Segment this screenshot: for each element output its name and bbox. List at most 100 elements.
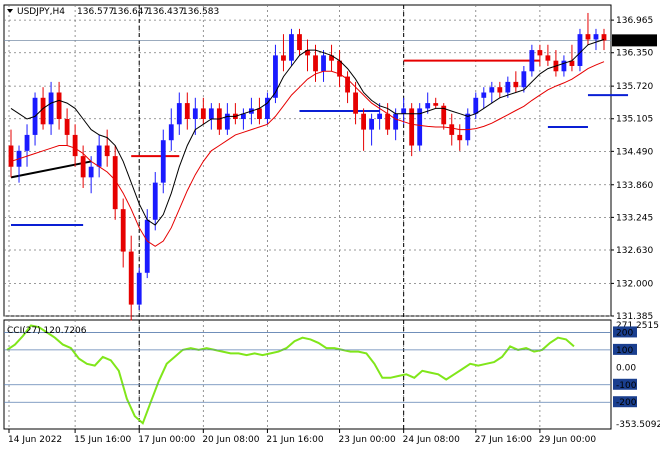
- cci-tick-label: 0.00: [616, 363, 636, 373]
- time-tick-label: 29 Jun 00:00: [539, 435, 596, 445]
- moving-averages: [10, 39, 605, 247]
- cci-line: [6, 324, 575, 425]
- candle-body: [40, 97, 46, 125]
- price-tick-label: 131.385: [616, 312, 653, 322]
- candle-body: [289, 34, 294, 61]
- candle-body: [513, 81, 519, 88]
- cci-level-badge: [613, 343, 637, 355]
- time-tick-label: 15 Jun 16:00: [74, 435, 131, 445]
- candle-body: [281, 55, 286, 61]
- candle-body: [160, 140, 166, 183]
- ohlc-low: 136.437: [147, 7, 184, 17]
- price-tick-label: 135.105: [616, 115, 653, 125]
- current-price-box: [612, 34, 657, 47]
- candle-body: [369, 119, 375, 130]
- candle-body: [425, 103, 431, 109]
- time-tick-label: 14 Jun 2022: [8, 435, 62, 445]
- candle-body: [601, 34, 607, 41]
- candle-body: [200, 108, 206, 120]
- candle-body: [401, 108, 407, 114]
- candle-body: [489, 87, 495, 93]
- indicator-levels: [10, 59, 629, 227]
- cci-tick-label: -100: [616, 381, 637, 391]
- price-tick-label: 135.720: [616, 82, 653, 92]
- slow-moving-average: [10, 61, 605, 247]
- time-tick-label: 20 Jun 08:00: [202, 435, 259, 445]
- candle-body: [569, 60, 575, 66]
- dropdown-triangle-icon[interactable]: [7, 9, 13, 13]
- candle-body: [168, 124, 174, 141]
- candle-body: [80, 156, 86, 178]
- candle-body: [24, 134, 30, 151]
- candle-body: [176, 103, 182, 125]
- ohlc-high: 136.647: [112, 7, 149, 17]
- time-tick-label: 24 Jun 08:00: [403, 435, 460, 445]
- main-frame: [3, 4, 612, 317]
- candle-body: [361, 113, 366, 130]
- candle-body: [184, 103, 190, 120]
- time-tick-label: 27 Jun 16:00: [475, 435, 532, 445]
- candle-body: [88, 166, 94, 178]
- candle-body: [465, 113, 471, 141]
- fast-moving-average: [10, 39, 605, 226]
- candle-body: [585, 34, 591, 40]
- candle-body: [457, 134, 463, 141]
- cci-level-badge: [613, 396, 637, 408]
- ohlc-open: 136.577: [77, 7, 114, 17]
- candle-body: [273, 55, 278, 98]
- cci-level-badge: [613, 326, 637, 338]
- candle-body: [224, 113, 230, 130]
- cci-tick-label: 100: [616, 346, 633, 356]
- candle-body: [545, 55, 551, 61]
- candle-body: [497, 87, 503, 93]
- candle-body: [377, 113, 383, 120]
- candle-body: [257, 108, 262, 120]
- candle-body: [8, 145, 14, 167]
- candle-body: [265, 97, 270, 120]
- time-tick-label: 23 Jun 00:00: [339, 435, 396, 445]
- current-price-label: 136.583: [612, 34, 657, 47]
- candle-body: [577, 34, 583, 66]
- candle-body: [297, 34, 302, 51]
- candle-body: [393, 113, 399, 130]
- candle-body: [192, 108, 198, 120]
- cci-title: CCI(27) 120.7206: [7, 326, 87, 336]
- candle-body: [529, 50, 535, 72]
- candle-body: [56, 92, 62, 120]
- price-tick-label: 132.630: [616, 246, 653, 256]
- price-tick-label: 133.245: [616, 213, 653, 223]
- price-axis: 136.965 136.350 135.720 135.105 134.490 133.8…: [611, 16, 653, 322]
- cci-tick-label: -200: [616, 398, 637, 408]
- candle-body: [505, 81, 511, 93]
- candle-body: [144, 219, 150, 273]
- price-tick-label: 133.860: [616, 181, 653, 191]
- price-tick-label: 134.490: [616, 147, 653, 157]
- candle-body: [433, 103, 439, 106]
- candle-body: [152, 182, 158, 220]
- candles: [8, 12, 607, 321]
- candle-body: [313, 55, 318, 72]
- cci-tick-label: 200: [616, 328, 633, 338]
- candle-body: [321, 55, 326, 72]
- candle-body: [345, 76, 350, 93]
- cci-level-badge: [613, 378, 637, 390]
- candle-body: [120, 209, 126, 252]
- ohlc-close: 136.583: [182, 7, 219, 17]
- candle-body: [104, 145, 110, 157]
- trend-line: [10, 160, 92, 179]
- chart-header: USDJPY,H4 136.577 136.647 136.437 136.58…: [7, 7, 219, 17]
- candle-body: [96, 145, 102, 167]
- candle-body: [337, 60, 342, 77]
- candle-body: [441, 105, 447, 125]
- candle-body: [537, 50, 543, 56]
- cci-series: [6, 324, 575, 425]
- time-tick-label: 17 Jun 00:00: [138, 435, 195, 445]
- candle-body: [593, 34, 599, 40]
- price-tick-label: 136.965: [616, 16, 653, 26]
- candle-body: [329, 55, 334, 61]
- candle-body: [481, 92, 487, 98]
- candle-body: [561, 60, 567, 72]
- cci-frame: [3, 319, 612, 430]
